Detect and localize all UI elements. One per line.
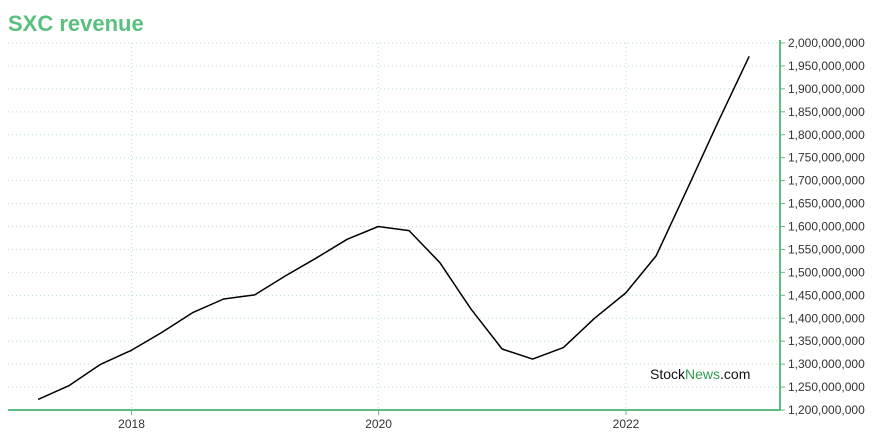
y-tick-label: 1,650,000,000	[788, 197, 865, 211]
data-point	[624, 291, 628, 295]
watermark: StockNews.com	[650, 366, 750, 382]
y-tick-label: 1,250,000,000	[788, 380, 865, 394]
y-tick-label: 1,950,000,000	[788, 59, 865, 73]
y-tick-label: 1,350,000,000	[788, 334, 865, 348]
y-tick-label: 1,450,000,000	[788, 288, 865, 302]
data-point	[747, 54, 751, 58]
y-tick-label: 2,000,000,000	[788, 36, 865, 50]
y-tick-label: 1,700,000,000	[788, 174, 865, 188]
series-group	[36, 54, 751, 401]
data-point	[345, 237, 349, 241]
data-point	[438, 261, 442, 265]
x-tick-label: 2020	[365, 417, 392, 431]
y-tick-label: 1,750,000,000	[788, 151, 865, 165]
data-point	[253, 293, 257, 297]
revenue-line	[37, 55, 750, 401]
y-tick-label: 1,500,000,000	[788, 265, 865, 279]
y-tick-label: 1,400,000,000	[788, 311, 865, 325]
data-point	[593, 316, 597, 320]
chart-title: SXC revenue	[8, 11, 144, 36]
y-tick-label: 1,800,000,000	[788, 128, 865, 142]
data-point	[67, 384, 71, 388]
data-point	[98, 363, 102, 367]
y-axis-ticks: 1,200,000,000 1,250,000,000 1,300,000,000 1…	[780, 36, 865, 417]
data-point	[376, 225, 380, 229]
x-tick-label: 2022	[613, 417, 640, 431]
data-point	[469, 307, 473, 311]
data-point	[314, 256, 318, 260]
data-point	[407, 229, 411, 233]
data-point	[222, 297, 226, 301]
y-tick-label: 1,900,000,000	[788, 82, 865, 96]
grid-lines	[8, 42, 780, 410]
watermark-news: News	[685, 366, 720, 382]
x-axis-ticks: 2018 2020 2022	[118, 410, 640, 431]
y-tick-label: 1,300,000,000	[788, 357, 865, 371]
data-point	[654, 254, 658, 258]
watermark-stock: Stock	[650, 366, 686, 382]
data-point	[36, 397, 40, 401]
data-point	[716, 120, 720, 124]
data-point	[190, 311, 194, 315]
data-point	[160, 330, 164, 334]
data-point	[500, 347, 504, 351]
y-tick-label: 1,600,000,000	[788, 220, 865, 234]
data-point	[531, 357, 535, 361]
watermark-com: .com	[720, 366, 750, 382]
data-point	[129, 348, 133, 352]
data-point	[283, 274, 287, 278]
x-tick-label: 2018	[118, 417, 145, 431]
data-point	[685, 188, 689, 192]
axes	[8, 40, 781, 411]
y-tick-label: 1,200,000,000	[788, 403, 865, 417]
data-point	[561, 346, 565, 350]
y-tick-label: 1,850,000,000	[788, 105, 865, 119]
y-tick-label: 1,550,000,000	[788, 242, 865, 256]
